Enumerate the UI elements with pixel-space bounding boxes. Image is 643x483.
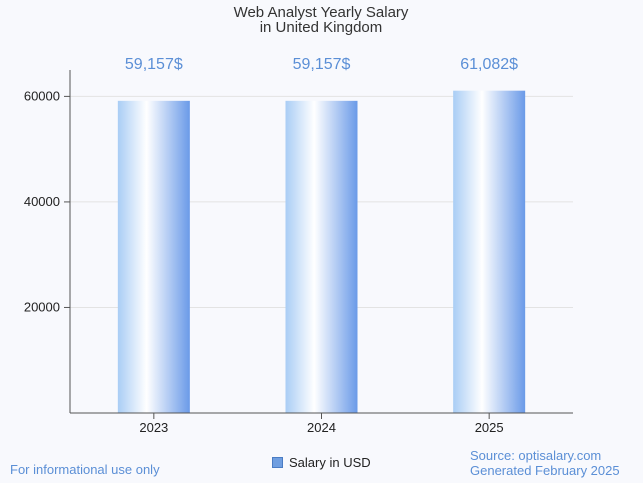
source-text: Source: optisalary.com [470, 448, 602, 463]
data-label-2023: 59,157$ [125, 56, 183, 73]
generated-text: Generated February 2025 [470, 463, 620, 478]
bar-2025 [453, 90, 526, 413]
y-tick-label-1: 40000 [24, 194, 60, 209]
chart-legend[interactable]: Salary in USD [272, 455, 371, 470]
x-tick-label-2023: 2023 [139, 420, 168, 435]
bar-2023 [117, 100, 190, 413]
bar-2024 [285, 100, 358, 413]
disclaimer-text: For informational use only [10, 462, 160, 477]
data-label-2024: 59,157$ [293, 56, 351, 73]
legend-swatch [272, 457, 283, 468]
x-tick-label-2025: 2025 [475, 420, 504, 435]
x-tick-label-2024: 2024 [307, 420, 336, 435]
source-info: Source: optisalary.com Generated Februar… [470, 448, 620, 478]
y-tick-label-0: 20000 [24, 299, 60, 314]
data-label-2025: 61,082$ [460, 56, 518, 73]
chart-title-line-2: in United Kingdom [260, 19, 383, 36]
legend-label: Salary in USD [289, 455, 371, 470]
chart-title-line-1: Web Analyst Yearly Salary [234, 4, 409, 21]
y-tick-label-2: 60000 [24, 88, 60, 103]
